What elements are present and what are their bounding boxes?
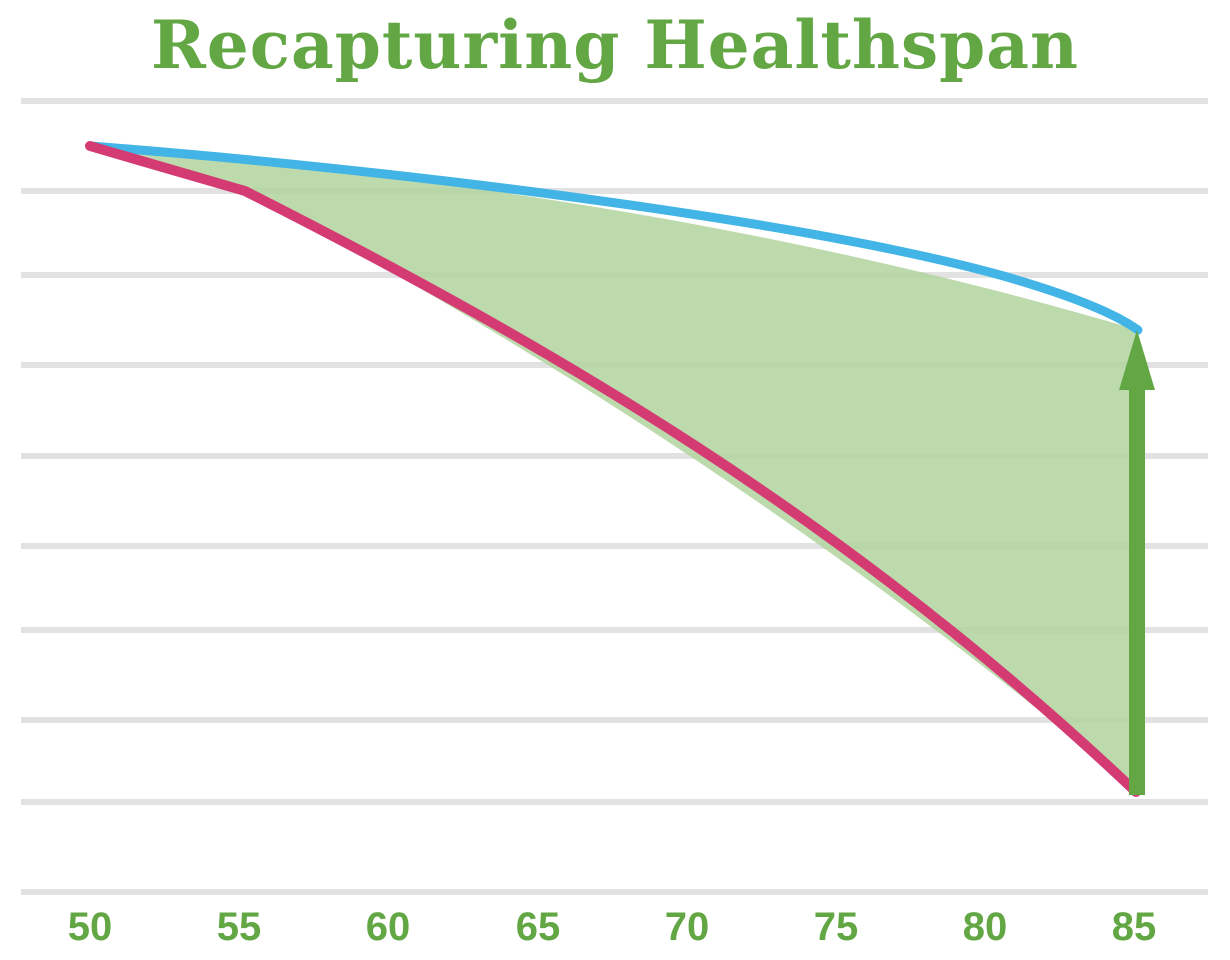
x-tick-label: 55 <box>217 905 262 949</box>
shaded-healthspan-area <box>90 146 1138 792</box>
x-tick-label: 65 <box>516 905 561 949</box>
x-tick-label: 60 <box>366 905 411 949</box>
x-tick-label: 75 <box>814 905 859 949</box>
x-axis-ticks: 50 55 60 65 70 75 80 85 <box>68 905 1157 949</box>
chart-title: Recapturing Healthspan <box>150 6 1080 84</box>
x-tick-label: 50 <box>68 905 113 949</box>
upper-curve-line <box>85 141 1143 335</box>
x-tick-label: 85 <box>1112 905 1157 949</box>
lower-curve-line <box>85 141 1141 797</box>
x-tick-label: 80 <box>963 905 1008 949</box>
x-tick-label: 70 <box>665 905 710 949</box>
arrow-up-icon <box>1119 330 1155 795</box>
